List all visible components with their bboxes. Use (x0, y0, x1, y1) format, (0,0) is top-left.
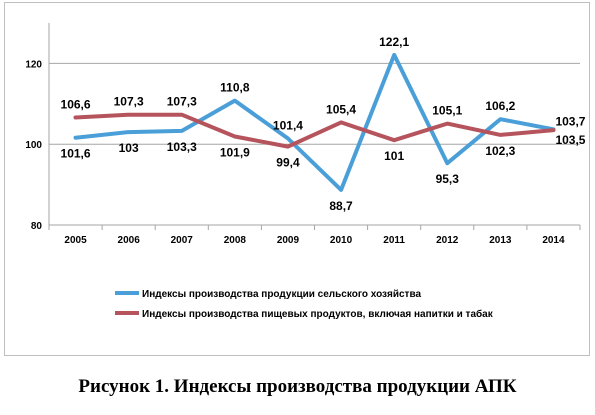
data-point (498, 117, 502, 121)
data-point (74, 136, 78, 140)
data-point (233, 135, 237, 139)
figure-caption: Рисунок 1. Индексы производства продукци… (78, 376, 517, 397)
data-label: 103,5 (555, 133, 585, 147)
x-tick-label: 2005 (64, 235, 87, 246)
data-point (339, 188, 343, 192)
data-label: 102,3 (485, 144, 515, 158)
data-label: 103,3 (167, 140, 197, 154)
x-tick-label: 2009 (277, 235, 300, 246)
data-point (498, 133, 502, 137)
data-label: 110,8 (220, 81, 250, 95)
data-point (286, 145, 290, 149)
y-tick-label: 80 (31, 221, 43, 232)
data-point (74, 116, 78, 120)
data-label: 95,3 (436, 172, 460, 186)
line-chart: 80 100 120 2005 2006 2007 2008 2009 2010 2011 2012… (25, 23, 586, 320)
x-tick-label: 2011 (383, 235, 405, 246)
data-point (127, 130, 131, 134)
data-point (180, 113, 184, 117)
y-tick-label: 100 (25, 140, 42, 151)
x-tick-label: 2007 (171, 235, 194, 246)
data-label: 107,3 (114, 95, 144, 109)
data-point (233, 99, 237, 103)
legend-label-2: Индексы производства пищевых продуктов, … (142, 308, 494, 320)
data-point (445, 122, 449, 126)
data-point (127, 113, 131, 117)
data-label: 101 (384, 149, 404, 163)
data-point (180, 129, 184, 133)
data-label: 107,3 (167, 95, 197, 109)
series-line-2 (73, 112, 556, 149)
data-label: 101,4 (273, 119, 303, 133)
x-tick-label: 2014 (542, 235, 565, 246)
data-point (392, 53, 396, 57)
data-point (339, 120, 343, 124)
data-label: 103,7 (555, 114, 585, 128)
data-label: 105,4 (326, 102, 356, 116)
data-label: 105,1 (432, 104, 462, 118)
x-tick-label: 2012 (436, 235, 459, 246)
x-tick-label: 2008 (224, 235, 247, 246)
data-point (445, 161, 449, 165)
legend-label-1: Индексы производства продукции сельского… (142, 289, 421, 300)
data-label: 122,1 (379, 35, 409, 49)
data-label: 101,9 (220, 146, 250, 160)
x-tick-label: 2006 (118, 235, 141, 246)
data-point (286, 137, 290, 141)
data-point (551, 128, 555, 132)
x-tick-label: 2010 (330, 235, 353, 246)
data-label: 88,7 (329, 199, 353, 213)
data-point (392, 138, 396, 142)
data-label: 101,6 (61, 147, 91, 161)
data-label: 99,4 (276, 156, 300, 170)
data-label: 106,2 (485, 99, 515, 113)
data-label: 103 (119, 141, 139, 155)
x-tick-label: 2013 (489, 235, 512, 246)
data-label: 106,6 (61, 98, 91, 112)
chart-area: 80 100 120 2005 2006 2007 2008 2009 2010 2011 2012… (4, 2, 590, 356)
series-line-1 (73, 52, 556, 192)
y-tick-label: 120 (25, 59, 42, 70)
